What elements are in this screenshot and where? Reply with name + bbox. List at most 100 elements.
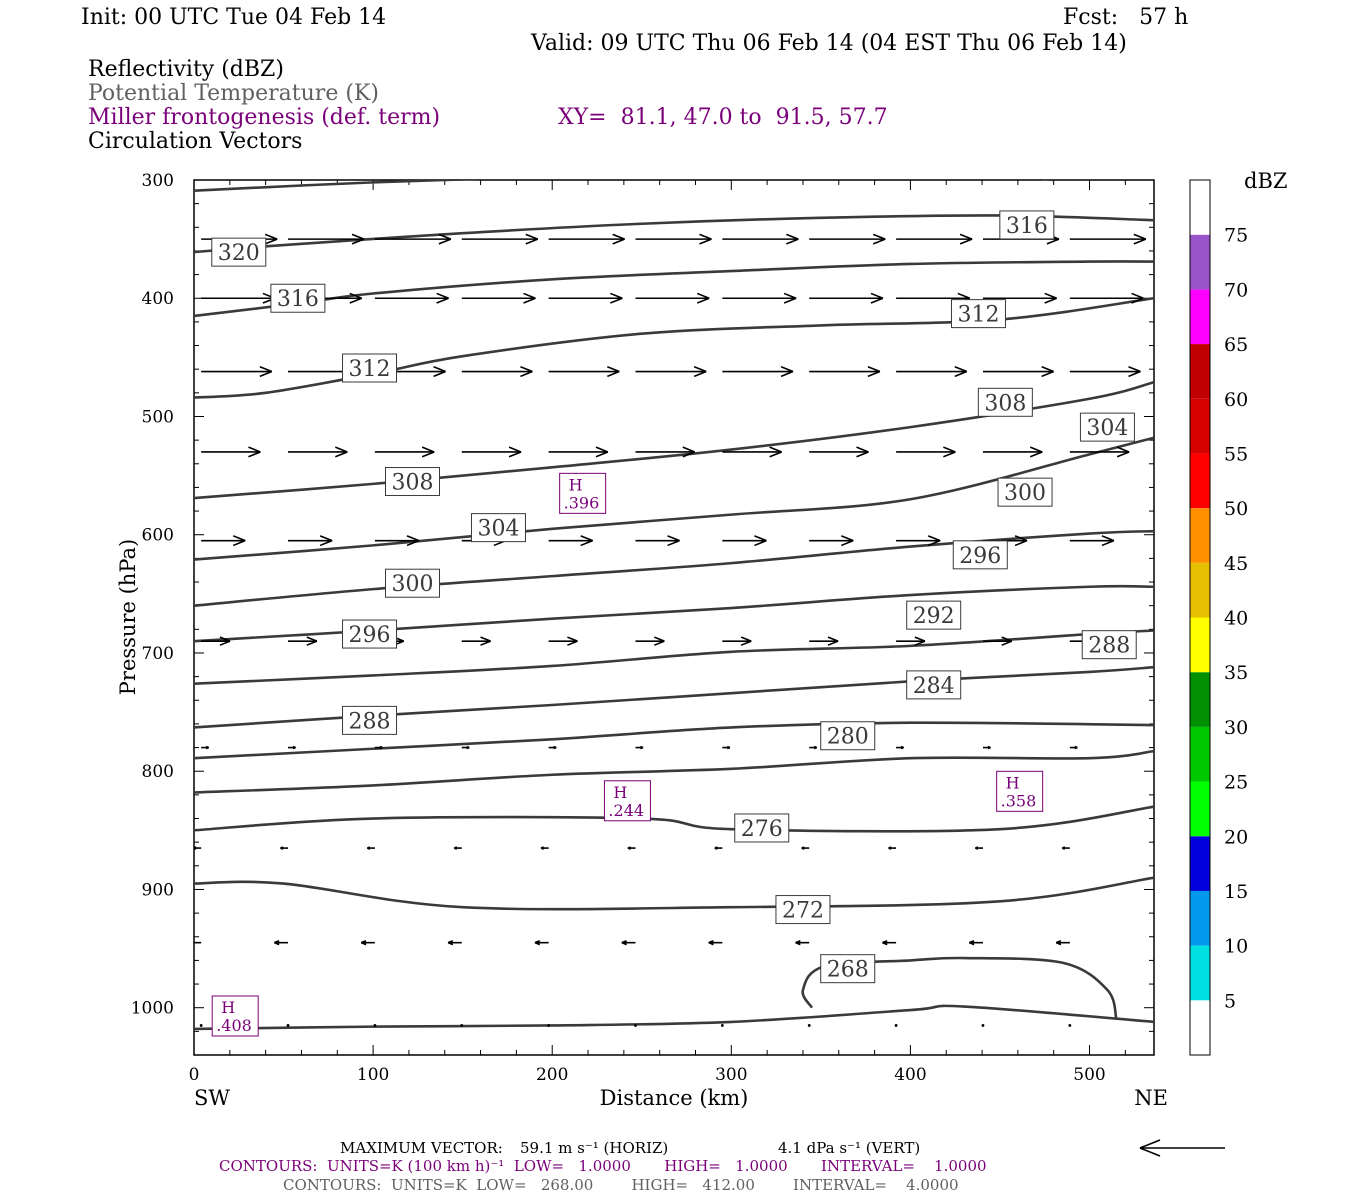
circulation-vector <box>199 1024 203 1027</box>
colorbar-swatch <box>1190 508 1210 563</box>
x-tick-label: 400 <box>894 1065 926 1085</box>
circulation-vector <box>288 446 348 458</box>
circulation-vector <box>1055 940 1070 946</box>
vector-head <box>1061 846 1066 850</box>
contour-label-box <box>1079 412 1135 442</box>
circulation-vector <box>635 366 707 378</box>
vector-head <box>187 941 192 945</box>
vector-head <box>708 940 714 946</box>
vector-head <box>540 846 544 850</box>
circulation-vector <box>635 745 644 750</box>
vector-head <box>567 636 578 646</box>
miller-high-box <box>996 770 1044 812</box>
vector-head <box>274 940 280 946</box>
theta-contour-line <box>194 1004 1154 1031</box>
x-axis-label: Distance (km) <box>600 1086 749 1110</box>
vector-head <box>801 846 805 850</box>
y-tick-label: 700 <box>142 644 174 664</box>
circulation-vector <box>807 1024 811 1027</box>
circulation-vector <box>548 366 620 378</box>
circulation-vector <box>809 292 884 304</box>
x-tick-label: 0 <box>189 1065 200 1085</box>
circulation-vector <box>635 636 665 646</box>
miller-high-label: H <box>1006 773 1020 792</box>
colorbar-swatch <box>1190 836 1210 891</box>
theta-contour-line <box>194 805 1154 833</box>
circulation-vector <box>447 940 462 946</box>
contour-label: 312 <box>957 303 999 328</box>
miller-high-value: .396 <box>564 493 600 512</box>
contour-label-box <box>342 705 398 735</box>
circulation-vector <box>201 535 246 547</box>
circulation-vector <box>374 233 452 245</box>
vector-head <box>406 535 420 547</box>
contour-label: 312 <box>349 357 391 382</box>
contour-label-box <box>385 568 441 598</box>
cross-section-endpoints: XY= 81.1, 47.0 to 91.5, 57.7 <box>558 105 888 130</box>
circulation-vector <box>720 1024 724 1027</box>
vector-head <box>1128 366 1141 378</box>
theta-contour-line <box>801 956 1118 1020</box>
circulation-vector <box>981 1024 985 1027</box>
theta-contours <box>194 180 1154 1031</box>
circulation-vector <box>809 446 869 458</box>
vector-head <box>882 940 888 946</box>
vector-head <box>335 446 348 458</box>
vector-dot <box>981 1024 985 1027</box>
colorbar-tick-label: 75 <box>1224 225 1248 247</box>
vector-dot <box>894 1024 898 1027</box>
contour-label: 316 <box>277 287 319 312</box>
vector-head <box>421 446 435 458</box>
circulation-vector <box>548 636 578 646</box>
vector-head <box>795 940 801 946</box>
miller-high-label: H <box>613 783 627 802</box>
circulation-vector <box>1069 292 1144 304</box>
vector-head <box>870 292 884 304</box>
circulation-vector <box>714 846 723 850</box>
circulation-vector <box>201 292 276 304</box>
vector-head <box>219 636 231 646</box>
circulation-vector <box>288 535 333 547</box>
circulation-vector <box>621 940 636 946</box>
circulation-vector <box>982 366 1054 378</box>
vector-head <box>1131 292 1144 304</box>
contour-label: 276 <box>741 817 783 842</box>
y-tick-label: 600 <box>142 526 174 546</box>
colorbar-tick-label: 40 <box>1224 608 1248 630</box>
vector-head <box>1001 636 1013 646</box>
vector-head <box>693 366 707 378</box>
circulation-vector <box>635 292 710 304</box>
circulation-vector <box>982 292 1057 304</box>
vector-head <box>520 366 533 378</box>
theta-contour-line <box>194 260 1154 318</box>
circulation-vector <box>888 846 897 850</box>
valid-time: Valid: 09 UTC Thu 06 Feb 14 (04 EST Thu … <box>531 31 1127 56</box>
vector-head <box>232 535 246 547</box>
vector-head <box>205 745 210 750</box>
circulation-vector <box>635 535 680 547</box>
circulation-vector <box>968 940 983 946</box>
contour-label-box <box>999 210 1055 240</box>
circulation-vector <box>461 636 491 646</box>
contour-label: 308 <box>984 391 1026 416</box>
vector-head <box>610 292 623 304</box>
colorbar-swatch <box>1190 1000 1210 1055</box>
circulation-vector <box>722 446 782 458</box>
vector-head <box>714 846 718 850</box>
vector-head <box>682 446 696 458</box>
circulation-vector <box>896 366 968 378</box>
circulation-vector <box>548 292 623 304</box>
vector-head <box>667 535 680 547</box>
vector-head <box>447 940 454 946</box>
circulation-vector <box>548 446 609 458</box>
vector-head <box>786 233 799 245</box>
y-tick-label: 400 <box>142 289 174 309</box>
sw-label: SW <box>194 1086 230 1110</box>
contour-label-box <box>997 477 1053 507</box>
circulation-vector <box>975 846 983 850</box>
vector-dot <box>286 1024 290 1027</box>
y-axis-label: Pressure (hPa) <box>116 539 140 695</box>
x-tick-label: 100 <box>357 1065 389 1085</box>
contour-label: 300 <box>392 572 434 597</box>
vector-head <box>740 636 752 646</box>
